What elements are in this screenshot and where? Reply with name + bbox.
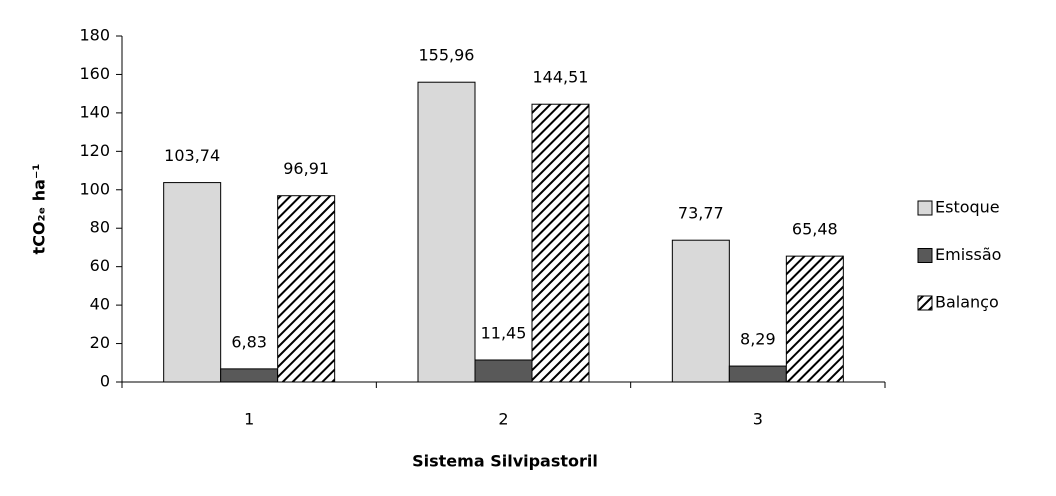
value-label: 144,51 [533, 68, 589, 87]
x-tick-label: 3 [753, 410, 763, 429]
y-tick-label: 100 [79, 179, 110, 198]
y-tick-label: 60 [90, 256, 110, 275]
y-tick-label: 0 [100, 372, 110, 391]
y-tick-label: 180 [79, 26, 110, 45]
y-tick-label: 140 [79, 102, 110, 121]
value-label: 65,48 [792, 220, 838, 239]
legend-label: Estoque [935, 198, 1000, 217]
legend-swatch [917, 248, 933, 263]
bar [220, 368, 279, 383]
y-tick-label: 120 [79, 141, 110, 160]
legend-label: Emissão [935, 245, 1001, 264]
x-axis-title: Sistema Silvipastoril [412, 452, 598, 471]
y-tick-label: 20 [90, 333, 110, 352]
y-tick-label: 40 [90, 295, 110, 314]
legend-swatch [917, 200, 933, 216]
y-tick-label: 160 [79, 64, 110, 83]
value-label: 103,74 [164, 146, 220, 165]
legend-swatch [917, 295, 933, 311]
value-label: 73,77 [678, 204, 724, 223]
x-tick-label: 2 [498, 410, 508, 429]
bar [785, 255, 844, 383]
bar [474, 359, 533, 383]
y-axis-title: tCO₂ₑ ha⁻¹ [30, 164, 49, 255]
bar [163, 182, 222, 383]
y-tick-label: 80 [90, 218, 110, 237]
bar [671, 239, 730, 383]
value-label: 11,45 [481, 323, 527, 342]
value-label: 155,96 [419, 46, 475, 65]
value-label: 96,91 [283, 159, 329, 178]
x-tick-label: 1 [244, 410, 254, 429]
bar [531, 103, 590, 383]
bar [728, 365, 787, 383]
value-label: 6,83 [231, 332, 267, 351]
bar [417, 81, 476, 383]
bar [277, 195, 336, 383]
legend-label: Balanço [935, 293, 999, 312]
value-label: 8,29 [740, 330, 776, 349]
